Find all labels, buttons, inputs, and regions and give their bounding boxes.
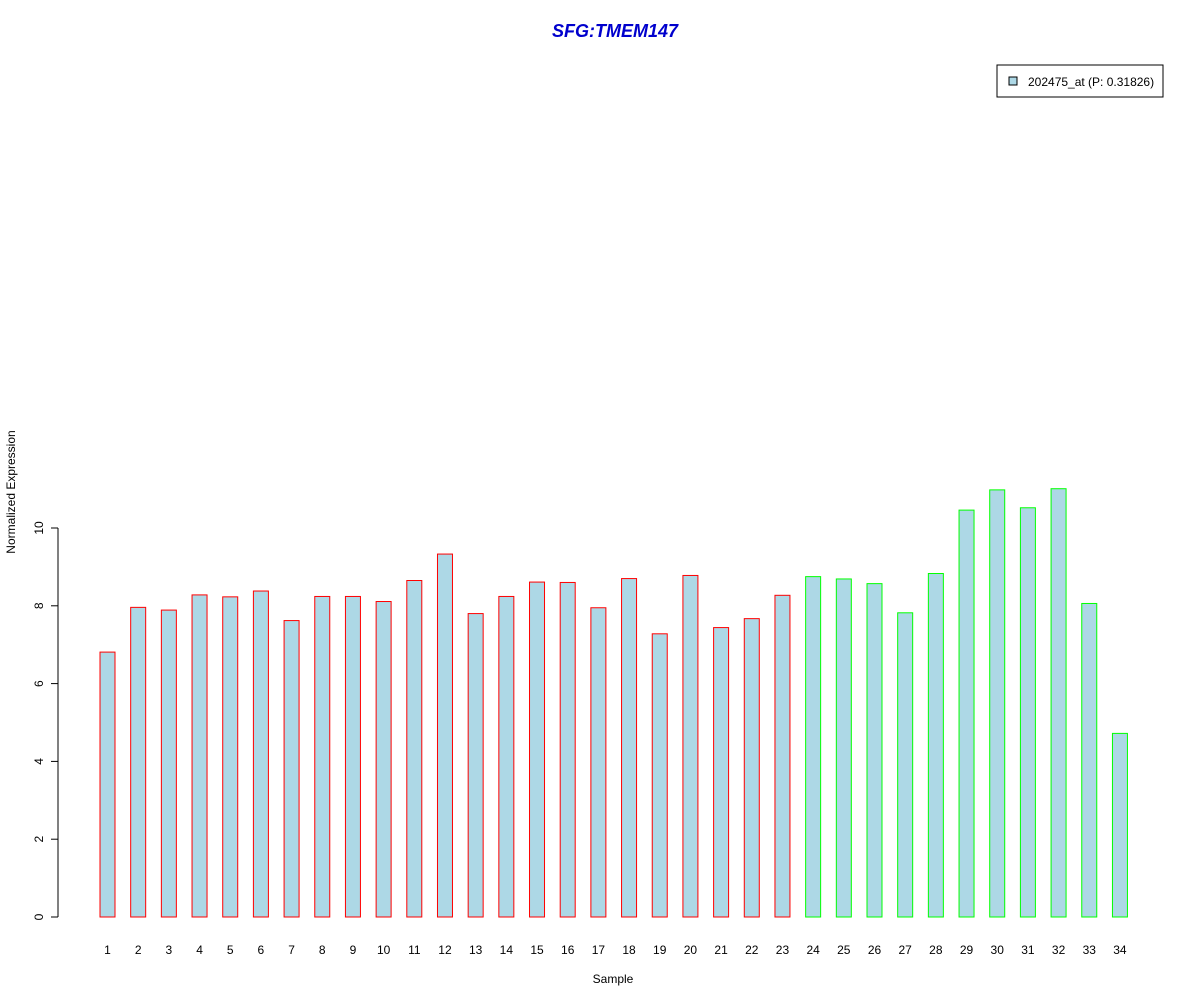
x-tick-label: 18 xyxy=(622,943,636,957)
bar-sample-30 xyxy=(989,489,1006,918)
x-tick-label: 2 xyxy=(135,943,142,957)
y-axis-title: Normalized Expression xyxy=(4,430,18,553)
x-tick-label: 17 xyxy=(592,943,606,957)
y-tick-label: 4 xyxy=(32,758,46,765)
x-tick-label: 15 xyxy=(530,943,544,957)
x-tick-label: 5 xyxy=(227,943,234,957)
x-tick-label: 22 xyxy=(745,943,759,957)
x-tick-label: 6 xyxy=(258,943,265,957)
bar-sample-23 xyxy=(774,594,791,918)
x-tick-label: 27 xyxy=(899,943,913,957)
bar-sample-15 xyxy=(529,581,546,918)
x-tick-label: 32 xyxy=(1052,943,1066,957)
bar-sample-34 xyxy=(1111,732,1128,918)
bar-sample-4 xyxy=(191,594,208,918)
bar-sample-11 xyxy=(406,580,423,918)
x-tick-label: 19 xyxy=(653,943,667,957)
bar-sample-6 xyxy=(252,590,269,918)
y-axis: 0 2 4 6 8 10 xyxy=(32,521,59,920)
chart-title: SFG:TMEM147 xyxy=(552,21,679,41)
bar-sample-31 xyxy=(1019,507,1036,918)
legend-label: 202475_at (P: 0.31826) xyxy=(1028,75,1154,89)
bar-sample-13 xyxy=(467,613,484,918)
bar-sample-18 xyxy=(621,578,638,918)
bar-sample-20 xyxy=(682,574,699,918)
x-tick-label: 24 xyxy=(806,943,820,957)
bar-sample-26 xyxy=(866,583,883,918)
y-tick-label: 6 xyxy=(32,680,46,687)
x-tick-label: 11 xyxy=(408,943,421,957)
bar-sample-5 xyxy=(222,596,239,918)
bar-sample-33 xyxy=(1081,602,1098,918)
bar-sample-21 xyxy=(713,627,730,918)
x-tick-label: 7 xyxy=(288,943,295,957)
x-tick-label: 21 xyxy=(714,943,728,957)
x-tick-label: 10 xyxy=(377,943,391,957)
bar-sample-17 xyxy=(590,607,607,918)
legend-box xyxy=(996,64,1164,98)
y-tick-label: 10 xyxy=(32,521,46,535)
bar-sample-19 xyxy=(651,633,668,918)
bar-sample-2 xyxy=(130,606,147,918)
x-tick-label: 4 xyxy=(196,943,203,957)
bar-sample-28 xyxy=(927,573,944,918)
x-tick-label: 23 xyxy=(776,943,790,957)
bar-sample-1 xyxy=(99,651,116,918)
x-tick-label: 8 xyxy=(319,943,326,957)
bar-sample-22 xyxy=(743,618,760,918)
x-tick-label: 31 xyxy=(1021,943,1035,957)
x-tick-label: 16 xyxy=(561,943,575,957)
x-tick-label: 26 xyxy=(868,943,882,957)
x-tick-label: 34 xyxy=(1113,943,1127,957)
bar-sample-7 xyxy=(283,620,300,918)
bar-sample-9 xyxy=(344,595,361,918)
x-tick-label: 12 xyxy=(438,943,452,957)
x-tick-label: 25 xyxy=(837,943,851,957)
legend-swatch xyxy=(1008,76,1018,86)
x-axis-title: Sample xyxy=(593,972,634,986)
bar-sample-14 xyxy=(498,595,515,918)
x-tick-label: 3 xyxy=(166,943,173,957)
x-tick-label: 28 xyxy=(929,943,943,957)
x-tick-label: 33 xyxy=(1083,943,1097,957)
bar-sample-24 xyxy=(805,576,822,918)
legend: 202475_at (P: 0.31826) xyxy=(996,64,1164,98)
bar-sample-12 xyxy=(436,553,453,918)
bar-sample-10 xyxy=(375,601,392,918)
bar-sample-29 xyxy=(958,509,975,918)
x-tick-label: 9 xyxy=(350,943,357,957)
x-tick-labels: 1 2 3 4 5 6 7 8 9 10 11 12 13 14 15 16 17 18 19 20 21 22 23 24 2… xyxy=(104,943,1127,957)
bar-sample-27 xyxy=(897,612,914,918)
bar-sample-32 xyxy=(1050,488,1067,918)
x-tick-label: 13 xyxy=(469,943,483,957)
x-tick-label: 1 xyxy=(104,943,111,957)
y-tick-label: 0 xyxy=(32,913,46,920)
x-tick-label: 30 xyxy=(991,943,1005,957)
x-tick-label: 14 xyxy=(500,943,514,957)
bar-sample-8 xyxy=(314,595,331,918)
y-tick-label: 8 xyxy=(32,602,46,609)
x-tick-label: 20 xyxy=(684,943,698,957)
bar-sample-3 xyxy=(160,609,177,918)
x-tick-label: 29 xyxy=(960,943,974,957)
bars-group xyxy=(99,488,1128,918)
y-tick-label: 2 xyxy=(32,836,46,843)
bar-sample-16 xyxy=(559,581,576,918)
bar-sample-25 xyxy=(835,578,852,918)
